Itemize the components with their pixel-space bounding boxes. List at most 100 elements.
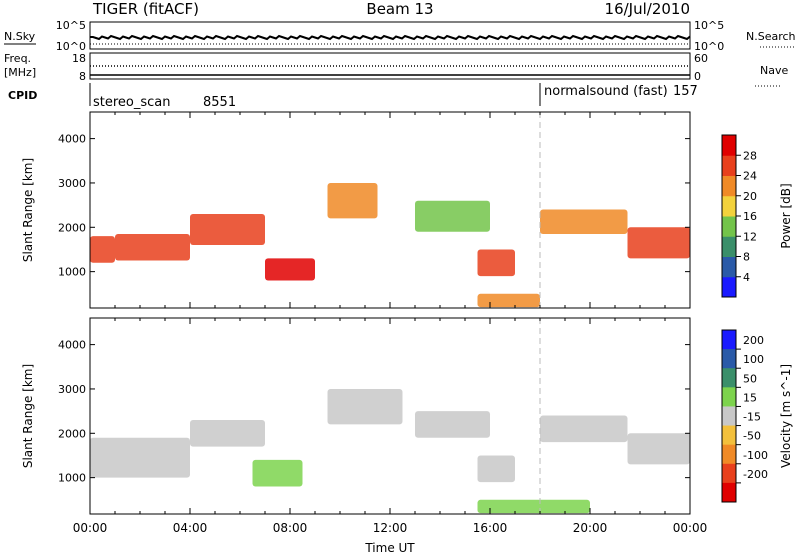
colorbar-cell bbox=[722, 276, 736, 298]
colorbar-cell bbox=[722, 425, 736, 446]
colorbar-cell bbox=[722, 482, 736, 503]
nave-label: Nave bbox=[760, 64, 788, 77]
colorbar-cell bbox=[722, 349, 736, 369]
nsky-left-tick-bottom: 10^0 bbox=[56, 40, 86, 53]
colorbar-tick-label: 200 bbox=[743, 334, 764, 347]
echo-region bbox=[477, 499, 590, 514]
velocity-y-ticks: 1000 2000 3000 4000 bbox=[58, 339, 690, 485]
power-colorbar-label: Power [dB] bbox=[779, 183, 793, 248]
x-tick-label: 08:00 bbox=[273, 521, 308, 535]
cpid-strip: CPID stereo_scan 8551 normalsound (fast)… bbox=[8, 83, 698, 110]
colorbar-cell bbox=[722, 387, 736, 407]
echo-region bbox=[415, 200, 490, 232]
nsearch-label: N.Search bbox=[746, 30, 796, 43]
colorbar-tick-label: 4 bbox=[743, 271, 750, 284]
freq-label-line1: Freq. bbox=[4, 52, 31, 65]
echo-region bbox=[477, 249, 515, 277]
velocity-colorbar: 200 100 50 15 -15 -50 -100 -200 Velocity [m s^-… bbox=[721, 329, 793, 503]
velocity-xlabel: Time UT bbox=[364, 541, 415, 554]
y-tick-label: 1000 bbox=[58, 266, 86, 279]
echo-region bbox=[190, 419, 265, 447]
x-tick-label: 20:00 bbox=[573, 521, 608, 535]
colorbar-tick-label: -15 bbox=[743, 411, 761, 424]
freq-strip: Freq. [MHz] 18 8 60 0 Nave bbox=[4, 52, 788, 87]
cpid-program-2-id: 157 bbox=[673, 84, 698, 99]
colorbar-tick-label: -100 bbox=[743, 449, 768, 462]
echo-region bbox=[327, 388, 403, 425]
x-tick-label: 04:00 bbox=[173, 521, 208, 535]
x-tick-label: 12:00 bbox=[373, 521, 408, 535]
velocity-echo-regions bbox=[90, 388, 690, 514]
echo-region bbox=[627, 227, 690, 259]
colorbar-cell bbox=[722, 256, 736, 278]
nave-tick-bottom: 0 bbox=[694, 70, 701, 83]
y-tick-label: 2000 bbox=[58, 427, 86, 440]
colorbar-tick-label: 8 bbox=[743, 251, 750, 264]
cpid-program-1-name: stereo_scan bbox=[93, 95, 171, 110]
colorbar-tick-label: 15 bbox=[743, 391, 757, 404]
colorbar-tick-label: 100 bbox=[743, 353, 764, 366]
freq-label-line2: [MHz] bbox=[4, 66, 36, 79]
x-tick-label: 16:00 bbox=[473, 521, 508, 535]
velocity-x-ticks: 00:00 04:00 08:00 12:00 16:00 20:00 00:00 bbox=[73, 318, 708, 535]
colorbar-cell bbox=[722, 195, 736, 217]
echo-region bbox=[90, 236, 115, 263]
y-tick-label: 4000 bbox=[58, 339, 86, 352]
colorbar-cell bbox=[722, 135, 736, 156]
colorbar-tick-label: -200 bbox=[743, 468, 768, 481]
y-tick-label: 2000 bbox=[58, 221, 86, 234]
colorbar-tick-label: 28 bbox=[743, 149, 757, 162]
colorbar-tick-label: 12 bbox=[743, 230, 757, 243]
nsky-right-tick-top: 10^5 bbox=[694, 19, 724, 32]
power-panel: 1000 2000 3000 4000 Slant Range [km] bbox=[21, 111, 691, 309]
power-colorbar: 4 8 12 16 20 24 28 Power [dB] bbox=[721, 134, 793, 298]
nsky-trace bbox=[90, 34, 691, 41]
colorbar-tick-label: 50 bbox=[743, 372, 757, 385]
nave-tick-top: 60 bbox=[694, 52, 708, 65]
echo-region bbox=[190, 213, 265, 246]
radar-title: TIGER (fitACF) bbox=[92, 0, 199, 18]
velocity-ylabel: Slant Range [km] bbox=[21, 364, 35, 468]
echo-region bbox=[540, 209, 628, 234]
colorbar-cell bbox=[722, 368, 736, 388]
colorbar-cell bbox=[722, 175, 736, 197]
y-tick-label: 3000 bbox=[58, 177, 86, 190]
colorbar-cell bbox=[722, 236, 736, 257]
echo-region bbox=[115, 233, 190, 261]
colorbar-cell bbox=[722, 444, 736, 465]
echo-region bbox=[477, 455, 515, 483]
nsky-right-tick-bottom: 10^0 bbox=[694, 40, 724, 53]
x-tick-label: 00:00 bbox=[73, 521, 108, 535]
colorbar-cell bbox=[722, 463, 736, 484]
colorbar-cell bbox=[722, 330, 736, 350]
power-x-ticks bbox=[89, 112, 691, 308]
nsky-label: N.Sky bbox=[4, 30, 36, 43]
power-y-ticks: 1000 2000 3000 4000 bbox=[58, 133, 690, 279]
freq-tick-bottom: 8 bbox=[79, 70, 86, 83]
echo-region bbox=[265, 258, 315, 281]
colorbar-cell bbox=[722, 406, 736, 427]
nsky-left-tick-top: 10^5 bbox=[56, 19, 86, 32]
y-tick-label: 4000 bbox=[58, 133, 86, 146]
freq-tick-top: 18 bbox=[72, 52, 86, 65]
echo-region bbox=[252, 459, 303, 487]
echo-region bbox=[627, 433, 690, 465]
cpid-program-1-id: 8551 bbox=[203, 95, 236, 110]
date-title: 16/Jul/2010 bbox=[605, 0, 690, 18]
y-tick-label: 1000 bbox=[58, 472, 86, 485]
power-echo-regions bbox=[90, 182, 690, 308]
echo-region bbox=[327, 182, 378, 219]
echo-region bbox=[415, 411, 490, 438]
beam-title: Beam 13 bbox=[366, 0, 433, 18]
colorbar-tick-label: 16 bbox=[743, 210, 757, 223]
colorbar-cell bbox=[722, 216, 736, 237]
colorbar-tick-label: 20 bbox=[743, 190, 757, 203]
echo-region bbox=[90, 437, 190, 478]
nsky-strip: N.Sky 10^5 10^0 10^5 10^0 N.Search bbox=[4, 19, 796, 53]
colorbar-tick-label: -50 bbox=[743, 430, 761, 443]
echo-region bbox=[540, 415, 628, 443]
x-tick-label: 00:00 bbox=[673, 521, 708, 535]
cpid-program-2-name: normalsound (fast) bbox=[544, 84, 668, 99]
